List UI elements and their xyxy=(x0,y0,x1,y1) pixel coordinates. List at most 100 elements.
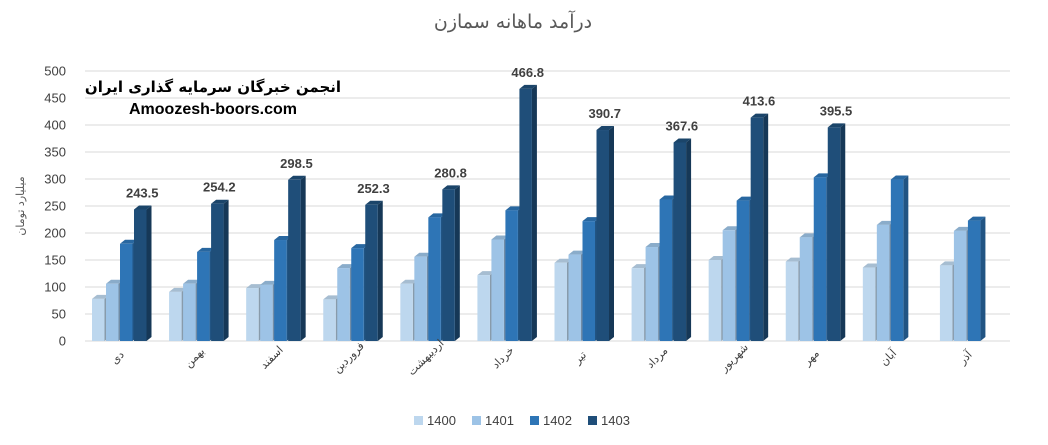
x-tick-label: شهریور xyxy=(717,341,751,375)
data-label: 367.6 xyxy=(666,118,699,133)
bar-front xyxy=(211,203,224,341)
bar-side xyxy=(903,175,909,341)
bar-top xyxy=(288,175,306,180)
bar xyxy=(134,205,152,341)
bar-side xyxy=(686,138,692,341)
bar-front xyxy=(134,209,147,341)
bar xyxy=(519,84,537,341)
bar-front xyxy=(659,199,673,341)
data-label: 413.6 xyxy=(743,94,776,109)
bar-side xyxy=(377,200,383,341)
watermark-url: Amoozesh-boors.com xyxy=(129,101,297,118)
bar-front xyxy=(442,189,455,341)
bar-top xyxy=(631,264,650,269)
legend-label: 1402 xyxy=(543,413,572,428)
bar-front xyxy=(736,200,750,341)
y-tick-label: 0 xyxy=(59,334,66,349)
bar-top xyxy=(568,250,586,255)
bar-front xyxy=(197,251,210,341)
bar xyxy=(827,123,846,342)
bar-front xyxy=(120,243,133,341)
bar-top xyxy=(799,233,818,238)
bar-top xyxy=(862,263,881,268)
bar-front xyxy=(967,220,981,341)
y-tick-label: 400 xyxy=(44,118,66,133)
x-tick-label: خرداد xyxy=(489,344,516,371)
data-label: 254.2 xyxy=(203,180,236,195)
x-tick-label: آذر xyxy=(955,347,976,368)
bar-front xyxy=(183,283,196,341)
bar-front xyxy=(92,298,105,341)
x-tick-label: اسفند xyxy=(258,343,286,371)
x-tick-label: تیر xyxy=(570,349,589,368)
bar-top xyxy=(736,196,755,201)
bar-front xyxy=(365,204,378,341)
bar-front xyxy=(953,230,967,341)
bar-top xyxy=(554,258,572,263)
bar-front xyxy=(260,284,273,341)
bar-top xyxy=(351,244,369,249)
x-tick-label: آبان xyxy=(877,345,900,368)
bar-side xyxy=(980,216,986,341)
bar-top xyxy=(323,295,341,300)
legend-swatch xyxy=(530,416,539,425)
bar-front xyxy=(785,261,799,341)
bar-top xyxy=(428,213,446,218)
bar-front xyxy=(323,299,336,341)
bars xyxy=(92,84,986,342)
bar-front xyxy=(708,260,722,341)
data-label: 243.5 xyxy=(126,186,159,201)
legend: 1400 1401 1402 1403 xyxy=(414,413,630,428)
bar-top xyxy=(365,200,383,205)
bar-front xyxy=(491,239,504,341)
bar-top xyxy=(337,264,355,269)
bar-top xyxy=(813,173,832,178)
bar-top xyxy=(967,216,986,221)
bar-top xyxy=(519,84,537,89)
bar-front xyxy=(568,254,581,341)
bar xyxy=(288,175,306,341)
bar-front xyxy=(862,267,876,341)
bar-top xyxy=(890,175,909,180)
y-tick-label: 50 xyxy=(52,307,66,322)
bar-top xyxy=(596,126,614,131)
bar-top xyxy=(183,279,201,284)
bar-front xyxy=(645,247,659,341)
bar-top xyxy=(645,243,664,248)
bar-side xyxy=(146,205,152,341)
x-tick-label: اردیبهشت xyxy=(405,337,446,378)
legend-item: 1402 xyxy=(530,413,572,428)
data-label: 390.7 xyxy=(588,106,621,121)
bar-side xyxy=(223,199,229,341)
bar xyxy=(596,126,614,341)
bar xyxy=(673,138,692,341)
bar-front xyxy=(813,177,827,341)
bar-front xyxy=(673,142,687,341)
data-label: 252.3 xyxy=(357,181,390,196)
legend-label: 1400 xyxy=(427,413,456,428)
legend-swatch xyxy=(472,416,481,425)
bar xyxy=(365,200,383,341)
bar-front xyxy=(890,179,904,341)
bar-front xyxy=(722,230,736,341)
bar-side xyxy=(840,123,846,342)
bar-front xyxy=(827,127,841,342)
bar xyxy=(442,185,460,341)
legend-item: 1401 xyxy=(472,413,514,428)
bar-top xyxy=(106,279,124,284)
bar-front xyxy=(337,268,350,341)
bar-front xyxy=(876,224,890,341)
bar-front xyxy=(631,268,645,341)
bar-top xyxy=(211,199,229,204)
data-label: 280.8 xyxy=(434,165,467,180)
x-tick-label: بهمن xyxy=(182,345,207,370)
bar-front xyxy=(750,117,764,341)
bar-side xyxy=(763,113,769,341)
bar-top xyxy=(939,261,958,266)
legend-item: 1403 xyxy=(588,413,630,428)
bar-front xyxy=(414,256,427,341)
bar-top xyxy=(659,195,678,200)
bar-top xyxy=(260,280,278,285)
bar-top xyxy=(582,217,600,222)
